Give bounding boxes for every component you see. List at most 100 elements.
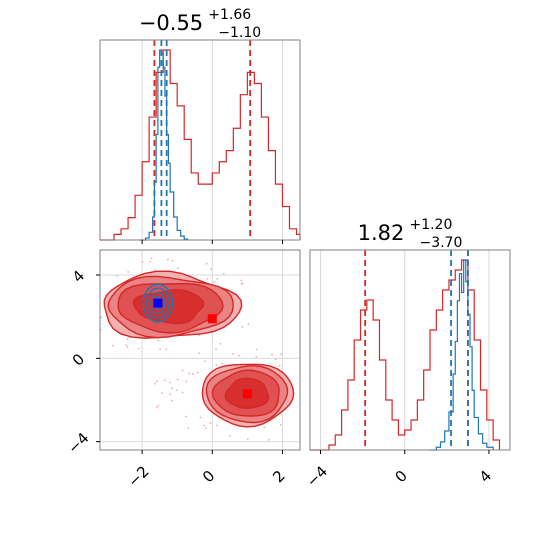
scatter-point (176, 378, 179, 381)
scatter-point (241, 282, 244, 285)
histogram-panel-param1: −0.55 +1.66 −1.10 (99, 4, 301, 244)
scatter-point (216, 278, 219, 280)
scatter-point (137, 347, 140, 350)
y-tick-label: 4 (69, 267, 88, 286)
scatter-point (280, 353, 283, 356)
scatter-point (157, 404, 160, 407)
title-value: −0.55 (139, 11, 203, 35)
scatter-point (210, 268, 213, 271)
histogram-series (100, 49, 301, 241)
scatter-point (155, 406, 158, 409)
scatter-point (241, 325, 244, 328)
scatter-point (185, 415, 187, 418)
scatter-point (168, 381, 171, 384)
scatter-point (127, 271, 130, 273)
scatter-point (215, 364, 218, 366)
histogram-title: −0.55 +1.66 −1.10 (139, 4, 261, 41)
scatter-point (213, 281, 216, 283)
point-marker (207, 314, 217, 324)
scatter-point (149, 260, 152, 263)
scatter-point (247, 323, 250, 326)
histogram-series (310, 259, 501, 451)
x-tick-label: −2 (124, 462, 152, 490)
axis-ticks (141, 240, 283, 244)
scatter-point (154, 382, 156, 385)
title-lower: −3.70 (419, 235, 462, 251)
scatter-point (255, 348, 258, 351)
scatter-point (199, 416, 202, 419)
histogram-title: 1.82 +1.20 −3.70 (358, 214, 463, 251)
scatter-point (100, 316, 103, 319)
scatter-point (215, 348, 217, 351)
scatter-point (125, 344, 128, 347)
scatter-point (279, 423, 282, 426)
title-upper: +1.20 (409, 217, 452, 233)
scatter-point (166, 258, 169, 261)
scatter-point (221, 362, 223, 365)
scatter-point (150, 257, 153, 260)
scatter-point (181, 369, 184, 372)
x-tick-label: 0 (391, 467, 410, 486)
scatter-point (187, 427, 190, 430)
point-marker (242, 389, 252, 399)
scatter-point (238, 354, 240, 357)
title-upper: +1.66 (208, 7, 251, 23)
grid (100, 250, 300, 450)
scatter-point (163, 379, 166, 382)
scatter-point (197, 352, 200, 355)
title-value: 1.82 (358, 221, 405, 245)
contour-panel: −2 0 2 −4 0 4 (64, 249, 301, 491)
scatter-point (231, 353, 234, 355)
histogram-panel-param2: −4 0 4 1.82 +1.20 −3.70 (303, 214, 511, 491)
marks (100, 40, 301, 241)
scatter-point (169, 393, 172, 396)
scatter-point (155, 380, 158, 383)
y-tick-label: 0 (69, 350, 88, 369)
scatter-point (255, 355, 258, 358)
scatter-point (159, 348, 161, 351)
scatter-point (112, 344, 114, 347)
scatter-point (222, 273, 225, 276)
panel-background (100, 40, 300, 240)
scatter-point (219, 342, 222, 345)
scatter-point (175, 389, 178, 392)
point-marker (153, 298, 163, 308)
scatter-point (165, 348, 167, 351)
contour-level (145, 287, 170, 319)
scatter-point (154, 269, 157, 271)
scatter-point (205, 262, 208, 265)
scatter-point (203, 360, 206, 363)
x-tick-label: 0 (199, 467, 218, 486)
panel-frame (309, 249, 511, 451)
scatter-point (197, 371, 199, 374)
scatter-point (216, 424, 218, 427)
scatter-point (271, 353, 273, 356)
marks (99, 257, 295, 441)
histogram-series (430, 259, 494, 451)
scatter-point (176, 267, 179, 270)
scatter-point (240, 279, 243, 282)
grid (320, 250, 490, 450)
scatter-point (185, 380, 188, 383)
scatter-point (205, 427, 207, 430)
scatter-point (126, 338, 129, 340)
contour-level (142, 283, 174, 323)
scatter-point (116, 274, 119, 277)
y-tick-label: −4 (64, 429, 92, 457)
scatter-point (274, 358, 277, 361)
scatter-point (171, 399, 173, 402)
axis-ticks: −4 0 4 (303, 450, 495, 491)
scatter-point (202, 424, 205, 427)
marks (310, 250, 501, 451)
scatter-point (171, 259, 174, 262)
scatter-point (191, 373, 194, 376)
scatter-point (181, 391, 184, 394)
scatter-point (206, 278, 209, 280)
scatter-point (170, 387, 173, 390)
scatter-point (157, 339, 160, 342)
scatter-point (161, 392, 163, 394)
x-tick-label: 4 (476, 467, 495, 486)
histogram-series (138, 49, 189, 241)
contour-level (150, 292, 166, 315)
